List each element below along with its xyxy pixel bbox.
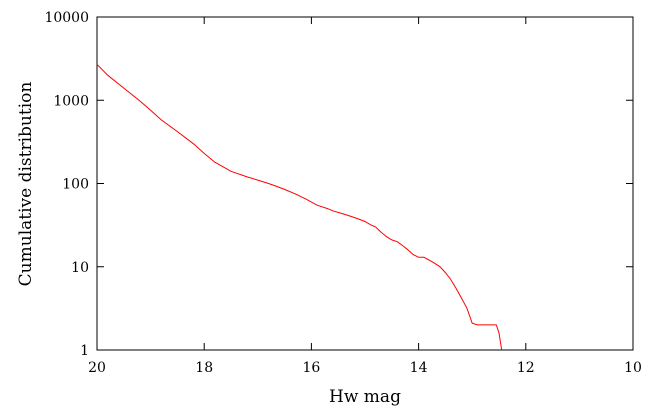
- y-axis-ticks: 1 10 100 1000 10000: [44, 10, 633, 359]
- x-tick-label: 16: [302, 360, 320, 376]
- y-tick-label: 1: [80, 343, 89, 359]
- x-tick-label: 18: [195, 360, 213, 376]
- y-tick-label: 10000: [44, 10, 89, 26]
- y-axis-title: Cumulative distribution: [16, 82, 36, 287]
- series-group: [96, 63, 503, 351]
- y-tick-label: 10: [71, 260, 89, 276]
- x-tick-label: 20: [88, 360, 106, 376]
- y-tick-label: 100: [62, 177, 89, 193]
- x-tick-label: 14: [410, 360, 428, 376]
- x-tick-label: 10: [624, 360, 642, 376]
- series-line: [96, 63, 503, 351]
- x-axis-ticks: 20 18 16 14 12 10: [88, 17, 642, 376]
- x-tick-label: 12: [517, 360, 535, 376]
- y-tick-label: 1000: [53, 93, 89, 109]
- plot-frame: [96, 16, 634, 351]
- x-axis-title: Hw mag: [329, 387, 401, 407]
